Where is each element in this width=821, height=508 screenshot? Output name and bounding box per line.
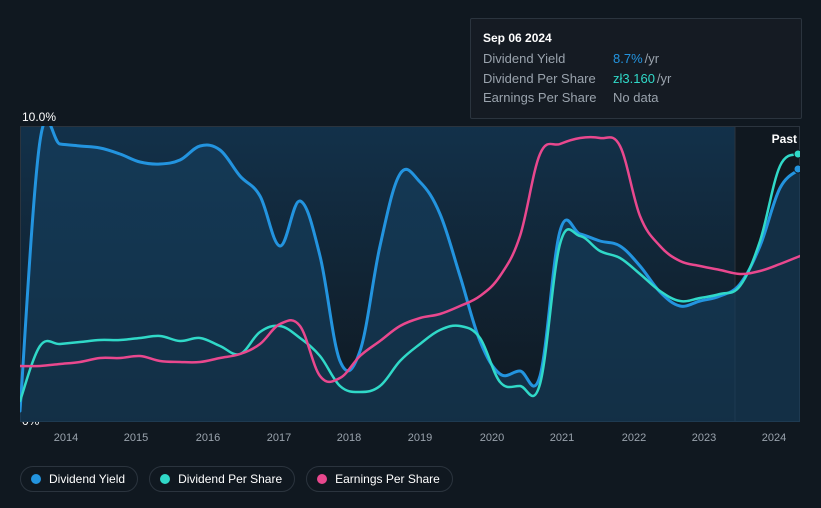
legend-label: Dividend Per Share: [178, 472, 282, 486]
x-axis-label: 2024: [762, 432, 786, 444]
line-chart: [20, 126, 800, 422]
tooltip-label: Dividend Yield: [483, 49, 613, 69]
chart-container: Sep 06 2024 Dividend Yield8.7%/yrDividen…: [0, 0, 821, 508]
legend-item[interactable]: Dividend Per Share: [149, 466, 295, 492]
tooltip-row: Dividend Yield8.7%/yr: [483, 49, 789, 69]
x-axis-label: 2019: [408, 432, 432, 444]
tooltip-row: Dividend Per Sharezł3.160/yr: [483, 69, 789, 89]
tooltip-unit: /yr: [657, 69, 671, 89]
legend-dot-icon: [317, 474, 327, 484]
legend-dot-icon: [31, 474, 41, 484]
tooltip-value: 8.7%: [613, 49, 643, 69]
tooltip-row: Earnings Per ShareNo data: [483, 88, 789, 108]
tooltip-label: Earnings Per Share: [483, 88, 613, 108]
legend-label: Dividend Yield: [49, 472, 125, 486]
tooltip-value: zł3.160: [613, 69, 655, 89]
legend-dot-icon: [160, 474, 170, 484]
x-axis-label: 2020: [480, 432, 504, 444]
x-axis-label: 2014: [54, 432, 78, 444]
tooltip-panel: Sep 06 2024 Dividend Yield8.7%/yrDividen…: [470, 18, 802, 119]
x-axis-label: 2021: [550, 432, 574, 444]
legend: Dividend Yield Dividend Per Share Earnings…: [20, 466, 453, 492]
past-label: Past: [772, 132, 797, 146]
tooltip-unit: /yr: [645, 49, 659, 69]
tooltip-date: Sep 06 2024: [483, 29, 789, 47]
x-axis-label: 2023: [692, 432, 716, 444]
tooltip-value: No data: [613, 88, 659, 108]
tooltip-label: Dividend Per Share: [483, 69, 613, 89]
x-axis-label: 2015: [124, 432, 148, 444]
x-axis-label: 2016: [196, 432, 220, 444]
x-axis-label: 2018: [337, 432, 361, 444]
legend-item[interactable]: Earnings Per Share: [306, 466, 453, 492]
y-axis-label-top: 10.0%: [22, 110, 56, 124]
x-axis-label: 2017: [267, 432, 291, 444]
x-axis-label: 2022: [622, 432, 646, 444]
legend-item[interactable]: Dividend Yield: [20, 466, 138, 492]
legend-label: Earnings Per Share: [335, 472, 440, 486]
x-axis-labels: 2014 2015 2016 2017 2018 2019 2020 2021 2022 2023…: [20, 432, 800, 448]
